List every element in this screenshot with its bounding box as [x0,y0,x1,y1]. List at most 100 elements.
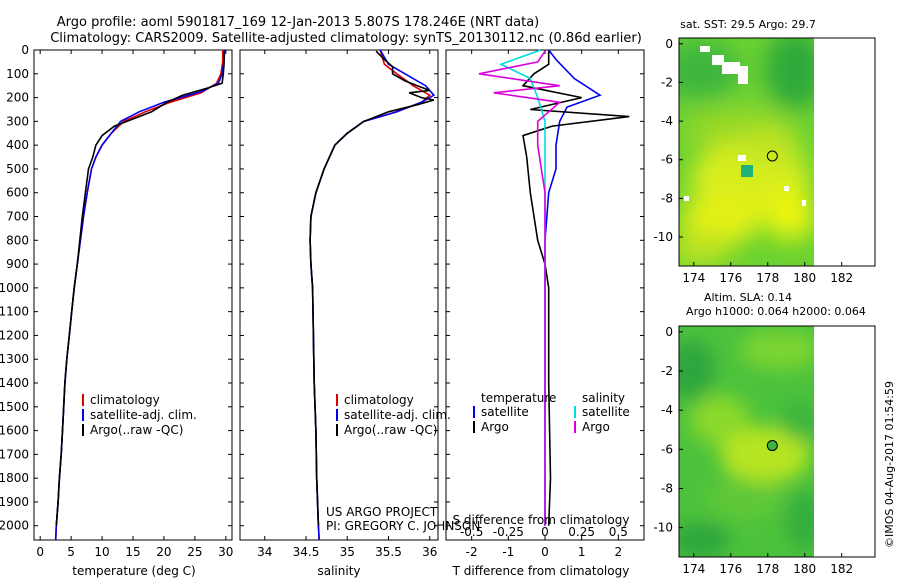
difference-top-xlabel: S difference from climatology [453,513,630,527]
sst-map-axes: 174 176 178 180 182 0 -2 -4 -6 -8 -10 [653,37,853,285]
y-tick-label: 200 [6,91,29,105]
map-y-tick-label: -6 [661,442,673,456]
map-x-tick-label: 178 [756,562,779,576]
y-tick-label: 1800 [0,471,29,485]
series-climatology [309,49,432,541]
sst-map-field [679,38,814,266]
y-tick-label: 300 [6,114,29,128]
y-tick-label: 700 [6,210,29,224]
y-tick-label: 0 [21,43,29,57]
map-y-tick-label: -4 [661,114,673,128]
map-x-tick-label: 180 [793,271,816,285]
y-tick-label: 600 [6,186,29,200]
series-temperature-argo [521,51,630,526]
difference-plot: -2 -1 0 1 2 -0.5 -0.25 0 0.25 0.5 [446,49,644,559]
temperature-plot: 0100200300400500600700800900100011001200… [0,43,233,559]
map-x-tick-label: 176 [719,562,742,576]
x-tick-label: 5 [67,545,75,559]
series-satellite-adj-clim- [54,49,226,541]
legend-s-argo: Argo [582,420,610,434]
project-pi: PI: GREGORY C. JOHNSON [326,519,480,533]
map-y-tick-label: -4 [661,403,673,417]
legend-temperature-title: temperature [481,391,556,405]
x-tick-label: 35.5 [375,545,402,559]
legend-t-satellite: satellite [481,405,529,419]
y-tick-label: 1400 [0,376,29,390]
figure-title-line1: Argo profile: aoml 5901817_169 12-Jan-20… [57,15,540,30]
x-tick-label: 15 [125,545,140,559]
legend-argo: Argo(..raw -QC) [344,423,437,437]
difference-xlabel: T difference from climatology [452,564,630,578]
map-x-tick-label: 174 [682,271,705,285]
series-argo-raw-qc- [55,51,225,526]
x-tick-label: 35 [340,545,355,559]
x-tick-label: 0 [541,545,549,559]
y-tick-label: 1700 [0,447,29,461]
y-tick-label: 1300 [0,352,29,366]
sst-map-frame [678,37,876,267]
x-tick-label: 34 [257,545,272,559]
legend-satellite-adj: satellite-adj. clim. [344,408,451,422]
top-x-tick-label: 0.25 [568,525,595,539]
x-tick-label: 20 [156,545,171,559]
x-tick-label: 30 [218,545,233,559]
temperature-xlabel: temperature (deg C) [72,564,195,578]
map-y-tick-label: -10 [653,230,673,244]
y-tick-label: 100 [6,67,29,81]
map-x-tick-label: 176 [719,271,742,285]
figure-title-line2: Climatology: CARS2009. Satellite-adjuste… [50,31,642,46]
map-x-tick-label: 182 [830,562,853,576]
y-tick-label: 400 [6,138,29,152]
x-tick-label: 36 [422,545,437,559]
map-y-tick-label: -2 [661,75,673,89]
map-y-tick-label: -6 [661,153,673,167]
temperature-panel [33,49,233,541]
legend-t-argo: Argo [481,420,509,434]
y-tick-label: 1200 [0,328,29,342]
project-name: US ARGO PROJECT [326,505,438,519]
temperature-legend: climatology satellite-adj. clim. Argo(..… [82,393,197,437]
x-tick-label: 34.5 [293,545,320,559]
map-y-tick-label: -10 [653,521,673,535]
float-location-marker [766,440,778,452]
y-tick-label: 1900 [0,495,29,509]
map-x-tick-label: 174 [682,562,705,576]
x-tick-label: -1 [502,545,514,559]
x-tick-label: 0 [36,545,44,559]
y-tick-label: 1100 [0,305,29,319]
x-tick-label: 10 [94,545,109,559]
map-y-tick-label: -8 [661,191,673,205]
map-y-tick-label: 0 [665,325,673,339]
sst-map-title: sat. SST: 29.5 Argo: 29.7 [680,18,816,31]
x-tick-label: -2 [466,545,478,559]
series-salinity-argo [478,50,562,526]
sla-map-frame [678,325,876,558]
top-x-tick-label: -0.25 [493,525,524,539]
map-x-tick-label: 182 [830,271,853,285]
map-x-tick-label: 180 [793,562,816,576]
legend-climatology: climatology [90,393,160,407]
map-y-tick-label: -8 [661,481,673,495]
sla-map-title: Altim. SLA: 0.14 [704,291,792,304]
map-y-tick-label: 0 [665,37,673,51]
series-satellite-adj-clim- [309,49,436,541]
series-argo-raw-qc- [309,50,435,526]
map-y-tick-label: -2 [661,364,673,378]
salinity-legend: climatology satellite-adj. clim. Argo(..… [336,393,451,437]
legend-satellite-adj: satellite-adj. clim. [90,408,197,422]
y-tick-label: 1600 [0,424,29,438]
legend-climatology: climatology [344,393,414,407]
y-tick-label: 500 [6,162,29,176]
salinity-panel [239,49,439,541]
salinity-xlabel: salinity [317,564,360,578]
y-tick-label: 900 [6,257,29,271]
map-x-tick-label: 178 [756,271,779,285]
legend-s-satellite: satellite [582,405,630,419]
series-climatology [54,50,224,541]
sla-map-axes: 174 176 178 180 182 0 -2 -4 -6 -8 -10 [653,325,853,576]
x-tick-label: 2 [615,545,623,559]
salinity-plot: 34 34.5 35 35.5 36 [240,49,438,559]
top-x-tick-label: 0 [541,525,549,539]
legend-salinity-title: salinity [582,391,625,405]
